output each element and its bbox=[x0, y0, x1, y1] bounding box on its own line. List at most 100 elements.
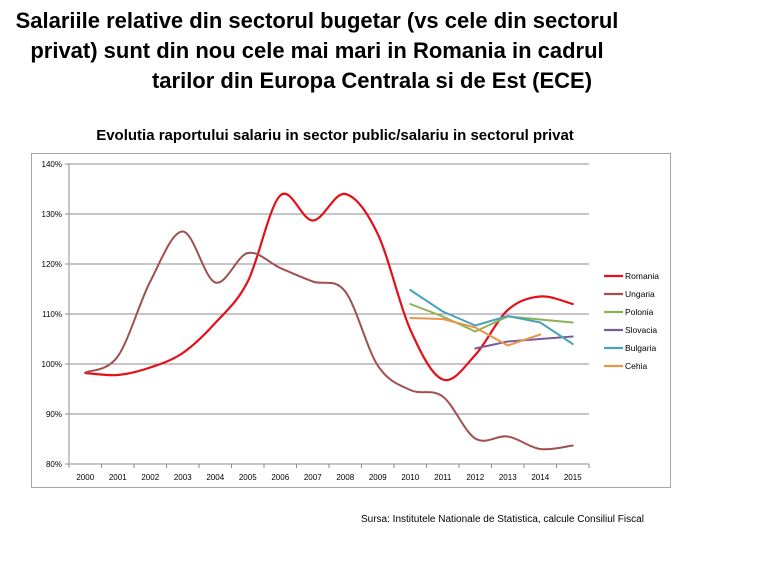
data-point-polonia-2011 bbox=[442, 316, 444, 318]
y-tick-label: 80% bbox=[46, 460, 62, 469]
data-point-slovacia-2015 bbox=[572, 336, 574, 338]
data-point-ungaria-2004 bbox=[214, 282, 216, 284]
x-tick-label: 2001 bbox=[109, 473, 127, 482]
series-line-slovacia bbox=[474, 335, 574, 350]
series-cehia bbox=[409, 317, 542, 347]
data-point-romania-2007 bbox=[312, 220, 314, 222]
data-point-slovacia-2014 bbox=[539, 338, 541, 340]
series-romania bbox=[84, 192, 574, 382]
series-bulgaria bbox=[409, 289, 574, 345]
headline-line-2: privat) sunt din nou cele mai mari in Ro… bbox=[30, 38, 604, 63]
data-point-romania-2002 bbox=[149, 367, 151, 369]
data-point-bulgaria-2013 bbox=[507, 315, 509, 317]
data-point-ungaria-2003 bbox=[182, 231, 184, 233]
data-point-ungaria-2012 bbox=[474, 438, 476, 440]
data-point-romania-2004 bbox=[214, 322, 216, 324]
data-point-slovacia-2012 bbox=[474, 348, 476, 350]
data-point-ungaria-2013 bbox=[507, 436, 509, 438]
data-point-cehia-2012 bbox=[474, 327, 476, 329]
legend-label-cehia: Cehia bbox=[625, 361, 647, 371]
data-point-ungaria-2015 bbox=[572, 445, 574, 447]
x-tick-label: 2000 bbox=[76, 473, 94, 482]
data-point-polonia-2012 bbox=[474, 331, 476, 333]
data-point-ungaria-2001 bbox=[117, 356, 119, 358]
series-line-ungaria bbox=[84, 230, 574, 451]
legend-item-cehia: Cehia bbox=[604, 361, 647, 371]
series-line-polonia bbox=[409, 303, 574, 333]
data-point-ungaria-2010 bbox=[409, 389, 411, 391]
data-point-ungaria-2009 bbox=[377, 365, 379, 367]
data-point-ungaria-2011 bbox=[442, 396, 444, 398]
data-point-ungaria-2006 bbox=[279, 267, 281, 269]
data-point-ungaria-2007 bbox=[312, 281, 314, 283]
legend-label-slovacia: Slovacia bbox=[625, 325, 657, 335]
data-point-ungaria-2008 bbox=[344, 291, 346, 293]
data-point-romania-2012 bbox=[474, 354, 476, 356]
series-line-romania bbox=[84, 192, 574, 382]
y-tick-label: 100% bbox=[42, 360, 62, 369]
data-point-polonia-2010 bbox=[409, 303, 411, 305]
data-point-romania-2011 bbox=[442, 379, 444, 381]
y-tick-label: 110% bbox=[42, 310, 62, 319]
legend-item-romania: Romania bbox=[604, 271, 659, 281]
data-point-cehia-2011 bbox=[442, 318, 444, 320]
legend-item-bulgaria: Bulgaria bbox=[604, 343, 656, 353]
x-tick-label: 2010 bbox=[401, 473, 419, 482]
data-point-romania-2008 bbox=[344, 193, 346, 195]
source-note: Sursa: Institutele Nationale de Statisti… bbox=[361, 514, 644, 525]
data-point-romania-2014 bbox=[539, 296, 541, 298]
legend-label-polonia: Polonia bbox=[625, 307, 654, 317]
x-tick-label: 2009 bbox=[369, 473, 387, 482]
data-point-bulgaria-2014 bbox=[539, 322, 541, 324]
data-point-ungaria-2005 bbox=[247, 252, 249, 254]
x-tick-label: 2015 bbox=[564, 473, 582, 482]
data-point-bulgaria-2011 bbox=[442, 311, 444, 313]
series-line-cehia bbox=[409, 317, 542, 347]
x-tick-label: 2003 bbox=[174, 473, 192, 482]
data-point-polonia-2015 bbox=[572, 322, 574, 324]
x-tick-label: 2002 bbox=[141, 473, 159, 482]
series-lines bbox=[84, 192, 574, 451]
data-point-romania-2009 bbox=[377, 233, 379, 235]
y-tick-label: 130% bbox=[42, 210, 62, 219]
y-tick-label: 120% bbox=[42, 260, 62, 269]
data-point-romania-2013 bbox=[507, 309, 509, 311]
data-point-romania-2015 bbox=[572, 303, 574, 305]
series-polonia bbox=[409, 303, 574, 333]
x-tick-label: 2007 bbox=[304, 473, 322, 482]
data-point-cehia-2014 bbox=[539, 334, 541, 336]
chart-title: Evolutia raportului salariu in sector pu… bbox=[96, 127, 574, 144]
y-tick-label: 90% bbox=[46, 410, 62, 419]
x-tick-label: 2011 bbox=[434, 473, 452, 482]
x-tick-label: 2005 bbox=[239, 473, 257, 482]
legend: Romania Ungaria Polonia Slovacia Bulgaria Ceh… bbox=[604, 271, 659, 371]
axes: 80% 90% 100% 110% 120% 130% 140% 2000 2001 2002 20… bbox=[42, 160, 590, 482]
data-point-bulgaria-2010 bbox=[409, 289, 411, 291]
series-line-bulgaria bbox=[409, 289, 574, 345]
legend-label-bulgaria: Bulgaria bbox=[625, 343, 656, 353]
y-tick-label: 140% bbox=[42, 160, 62, 169]
legend-item-slovacia: Slovacia bbox=[604, 325, 657, 335]
data-point-romania-2005 bbox=[247, 281, 249, 283]
headline: Salariile relative din sectorul bugetar … bbox=[0, 6, 764, 96]
data-point-romania-2003 bbox=[182, 352, 184, 354]
x-tick-label: 2014 bbox=[531, 473, 549, 482]
data-point-romania-2001 bbox=[117, 374, 119, 376]
data-point-ungaria-2014 bbox=[539, 448, 541, 450]
gridlines bbox=[69, 163, 589, 415]
data-point-polonia-2014 bbox=[539, 319, 541, 321]
legend-label-ungaria: Ungaria bbox=[625, 289, 655, 299]
data-point-ungaria-2000 bbox=[84, 372, 86, 374]
x-tick-label: 2004 bbox=[206, 473, 224, 482]
legend-item-polonia: Polonia bbox=[604, 307, 654, 317]
data-point-romania-2006 bbox=[279, 195, 281, 197]
legend-label-romania: Romania bbox=[625, 271, 659, 281]
series-ungaria bbox=[84, 230, 574, 451]
x-tick-label: 2012 bbox=[466, 473, 484, 482]
chart-frame bbox=[31, 153, 671, 488]
series-slovacia bbox=[474, 335, 574, 350]
headline-line-1: Salariile relative din sectorul bugetar … bbox=[15, 8, 619, 33]
data-point-romania-2010 bbox=[409, 329, 411, 331]
data-point-cehia-2013 bbox=[507, 345, 509, 347]
